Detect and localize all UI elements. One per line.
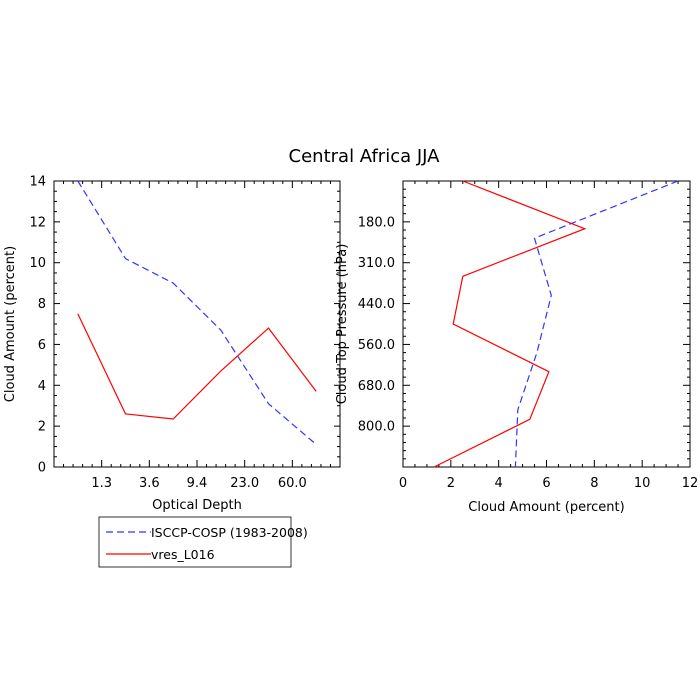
right-x-tick-label: 10	[634, 476, 651, 491]
right-y-tick-label: 180.0	[358, 215, 395, 230]
left-plot-frame	[53, 180, 341, 468]
left-x-tick-label: 3.6	[139, 476, 160, 491]
legend: ISCCP-COSP (1983-2008) vres_L016	[98, 516, 308, 568]
left-x-tick-label: 1.3	[91, 476, 112, 491]
right-x-tick-label: 6	[542, 476, 550, 491]
right-x-tick-label: 2	[447, 476, 455, 491]
left-y-tick-label: 12	[29, 215, 46, 230]
right-y-tick-label: 680.0	[358, 379, 395, 394]
right-plot-frame	[402, 180, 691, 468]
right-y-tick-label: 440.0	[358, 297, 395, 312]
right-x-tick-label: 4	[495, 476, 503, 491]
left-y-tick-label: 4	[38, 379, 46, 394]
right-plot: 0 2 4 6 8 10 12 180.0 310.0 440.0 560.0 680.0 800.0 C…	[335, 180, 699, 515]
right-x-axis-title: Cloud Amount (percent)	[468, 500, 624, 515]
right-series-line	[433, 180, 587, 468]
left-plot: 0 2 4 6 8 10 12 14 1.3 3.6 9.4 23.0 60.0 Optical Dept…	[3, 175, 341, 513]
left-x-axis-title: Optical Depth	[152, 498, 242, 513]
legend-label: vres_L016	[151, 547, 215, 562]
left-y-tick-label: 0	[38, 461, 46, 476]
left-series-line	[77, 180, 317, 445]
right-x-tick-label: 12	[682, 476, 699, 491]
left-y-tick-label: 10	[29, 256, 46, 271]
right-x-tick-label: 0	[399, 476, 407, 491]
right-y-axis-title: Cloud Top Pressure (hPa)	[335, 244, 350, 405]
chart-title: Central Africa JJA	[289, 146, 441, 167]
left-series-line	[77, 313, 317, 420]
left-y-tick-label: 8	[38, 297, 46, 312]
left-y-tick-label: 14	[29, 175, 46, 190]
left-x-tick-label: 23.0	[230, 476, 259, 491]
right-series-line	[514, 180, 679, 468]
right-y-tick-label: 310.0	[358, 256, 395, 271]
legend-box	[98, 516, 292, 568]
right-y-tick-label: 560.0	[358, 338, 395, 353]
left-x-tick-label: 60.0	[278, 476, 307, 491]
legend-label: ISCCP-COSP (1983-2008)	[151, 525, 308, 540]
left-y-tick-label: 6	[38, 338, 46, 353]
left-y-tick-label: 2	[38, 420, 46, 435]
left-x-tick-label: 9.4	[187, 476, 208, 491]
left-y-axis-title: Cloud Amount (percent)	[3, 246, 18, 402]
right-y-tick-label: 800.0	[358, 420, 395, 435]
right-x-tick-label: 8	[590, 476, 598, 491]
